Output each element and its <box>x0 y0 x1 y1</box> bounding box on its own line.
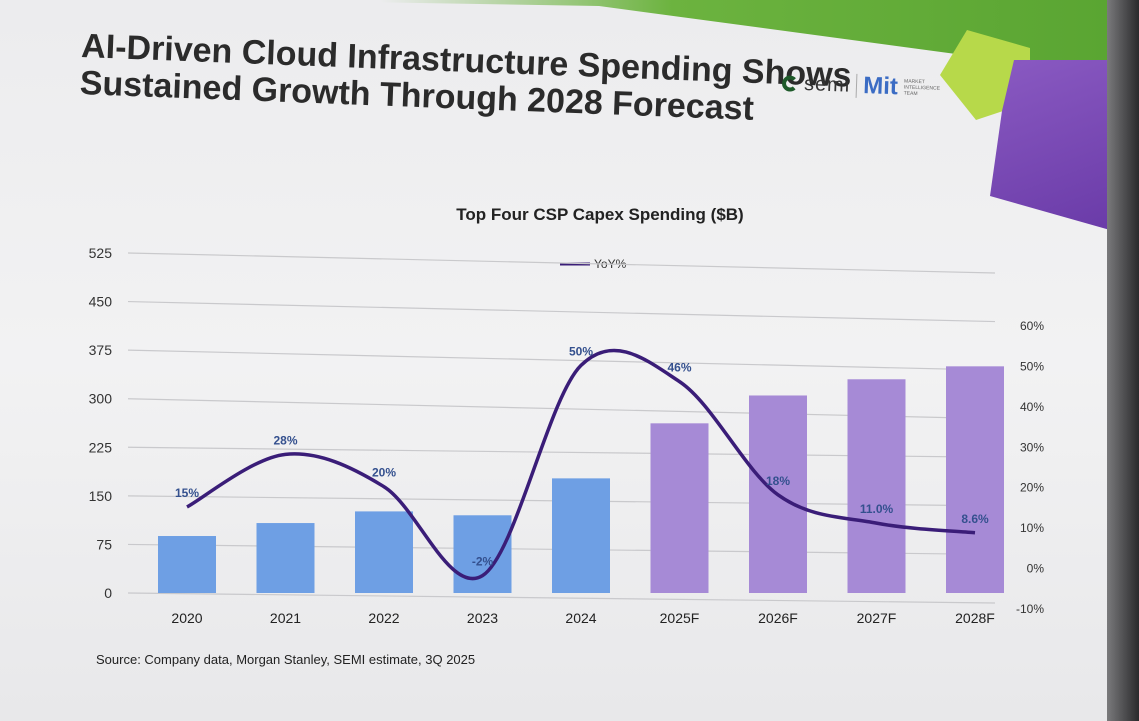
y-right-tick-label: 0% <box>1027 562 1045 576</box>
y-right-tick-label: 50% <box>1020 359 1044 373</box>
bar-2020 <box>158 536 216 593</box>
screen-edge <box>1107 0 1139 721</box>
x-tick-label: 2022 <box>368 610 399 626</box>
yoy-data-label: 46% <box>667 361 691 375</box>
y-left-tick-label: 450 <box>89 294 113 310</box>
x-tick-label: 2027F <box>857 610 897 626</box>
yoy-data-label: -2% <box>472 555 494 569</box>
y-left-tick-label: 150 <box>89 488 113 504</box>
gridline <box>127 252 996 274</box>
y-right-tick-label: 30% <box>1020 440 1044 454</box>
yoy-data-label: 8.6% <box>961 512 989 526</box>
yoy-data-label: 20% <box>372 466 396 480</box>
x-tick-label: 2024 <box>565 610 596 626</box>
gridline <box>127 349 996 371</box>
bar-2023 <box>453 515 512 593</box>
source-note: Source: Company data, Morgan Stanley, SE… <box>96 652 476 667</box>
yoy-data-label: 15% <box>175 486 199 500</box>
y-right-tick-label: 10% <box>1020 521 1044 535</box>
bar-2022 <box>355 511 413 593</box>
y-right-tick-label: 40% <box>1020 400 1044 414</box>
y-left-tick-label: 0 <box>104 585 112 601</box>
x-tick-label: 2028F <box>955 610 995 626</box>
gridline <box>127 300 996 323</box>
yoy-data-label: 18% <box>766 474 790 488</box>
x-tick-label: 2026F <box>758 610 798 626</box>
bar-2024 <box>552 478 610 593</box>
x-tick-label: 2025F <box>660 610 700 626</box>
x-tick-label: 2020 <box>171 610 202 626</box>
yoy-data-label: 28% <box>273 433 297 447</box>
y-right-tick-label: 20% <box>1020 481 1044 495</box>
yoy-data-label: 50% <box>569 344 593 358</box>
y-right-tick-label: 60% <box>1020 319 1044 333</box>
y-left-tick-label: 225 <box>89 439 113 455</box>
yoy-data-label: 11.0% <box>860 502 894 516</box>
y-left-tick-label: 300 <box>89 391 113 407</box>
x-tick-label: 2021 <box>270 610 301 626</box>
y-left-tick-label: 375 <box>89 342 113 358</box>
bar-2028F <box>946 366 1004 593</box>
y-left-tick-label: 75 <box>96 536 112 552</box>
gridline <box>127 592 996 604</box>
x-tick-label: 2023 <box>467 610 498 626</box>
bar-2027F <box>847 379 906 593</box>
y-left-tick-label: 525 <box>89 245 113 261</box>
bar-2025F <box>650 423 709 593</box>
chart-title: Top Four CSP Capex Spending ($B) <box>456 205 743 224</box>
bar-2021 <box>256 523 315 593</box>
y-right-tick-label: -10% <box>1016 602 1044 616</box>
yoy-line <box>186 348 976 581</box>
